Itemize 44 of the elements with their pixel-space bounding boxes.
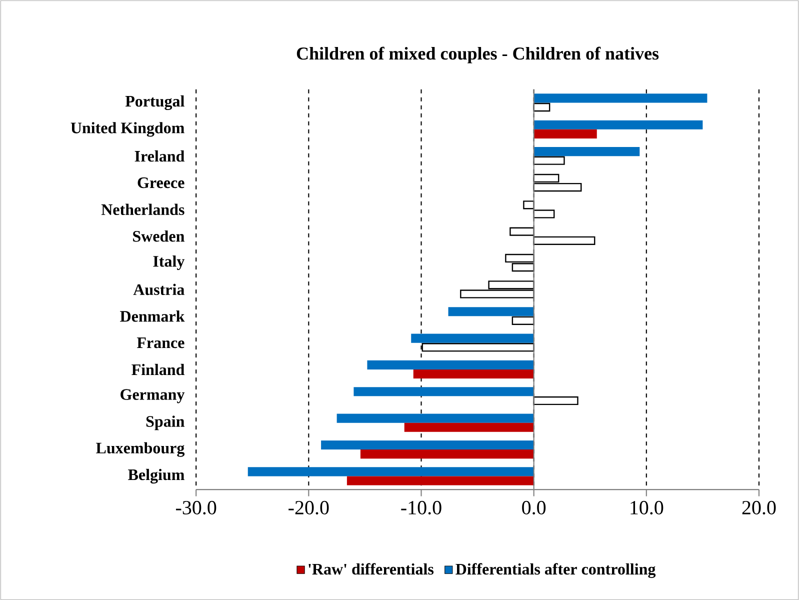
y-tick-label: Germany (120, 389, 185, 404)
y-tick-label: Portugal (125, 95, 184, 110)
y-tick-label: Italy (153, 255, 185, 270)
y-tick-label: Spain (146, 415, 184, 430)
x-tick-label: -30.0 (176, 500, 216, 514)
bar (360, 449, 534, 458)
bar (533, 102, 550, 112)
y-tick-label: Finland (132, 364, 185, 375)
y-tick-label: Netherlands (101, 204, 184, 215)
bar (248, 467, 534, 476)
legend-label: Differentials after controlling (456, 563, 656, 578)
bar (321, 440, 534, 450)
bar (404, 422, 534, 432)
x-tick-label: -20.0 (288, 500, 329, 514)
bar (534, 120, 703, 130)
bar (367, 360, 534, 370)
y-tick-label: United Kingdom (70, 122, 184, 137)
bar (413, 369, 534, 378)
y-tick-label: Austria (133, 284, 184, 295)
y-tick-label: Denmark (120, 310, 185, 322)
bar (411, 334, 534, 343)
y-tick-label: Greece (138, 177, 184, 188)
chart-title: Children of mixed couples - Children of natives (296, 46, 659, 64)
y-tick-label: Ireland (134, 150, 185, 162)
bar (533, 396, 578, 405)
x-tick-label: 20.0 (742, 500, 776, 514)
bar (346, 476, 534, 486)
bar (448, 306, 534, 316)
y-tick-label: Sweden (133, 230, 184, 242)
y-tick-label: Belgium (128, 468, 184, 484)
x-tick-label: 0.0 (522, 500, 546, 514)
bar (534, 146, 640, 156)
bar (533, 156, 565, 165)
y-tick-label: France (136, 337, 184, 348)
bar (512, 316, 534, 325)
legend-label: 'Raw' differentials (308, 563, 434, 574)
y-tick-label: Luxembourg (96, 442, 185, 457)
x-tick-label: -10.0 (401, 500, 442, 514)
x-tick-label: 10.0 (630, 500, 664, 514)
bar (534, 94, 708, 103)
bar (336, 414, 534, 423)
bar (534, 129, 597, 138)
bar (354, 386, 534, 396)
bar (422, 342, 534, 352)
